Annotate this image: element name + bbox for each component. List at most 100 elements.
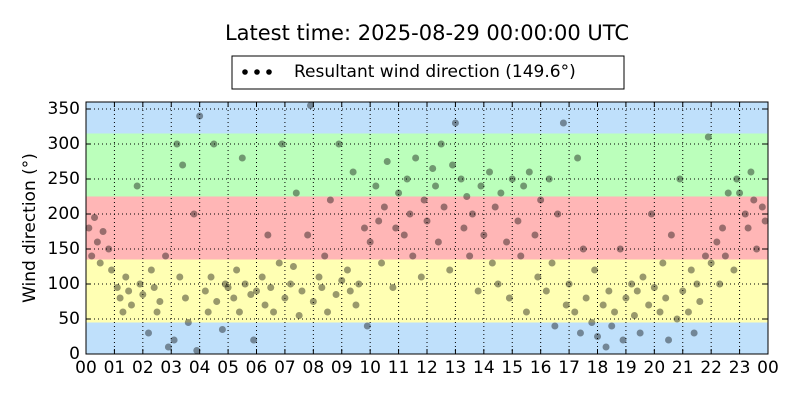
data-point [639, 273, 647, 281]
data-point [662, 294, 670, 302]
data-point [375, 217, 383, 225]
data-point [744, 224, 752, 232]
x-tick-label: 08 [303, 358, 325, 378]
data-point [267, 284, 275, 291]
data-point [309, 298, 317, 305]
data-point [758, 203, 766, 211]
data-point [139, 291, 147, 298]
data-point [548, 259, 556, 267]
data-point [611, 308, 619, 316]
x-tick-label: 11 [388, 358, 410, 378]
data-point [468, 210, 476, 218]
data-point [645, 301, 653, 309]
data-point [392, 224, 400, 232]
data-point [616, 245, 624, 253]
data-point [147, 266, 155, 274]
data-point [184, 319, 192, 326]
data-point [204, 308, 212, 316]
data-point [156, 298, 164, 305]
data-point [747, 168, 755, 176]
data-point [750, 196, 758, 204]
data-point [343, 266, 351, 274]
data-point [326, 196, 334, 204]
data-point [403, 175, 411, 183]
data-point [247, 291, 255, 298]
y-tick-label: 350 [48, 99, 80, 119]
data-point [693, 280, 701, 288]
data-point [659, 259, 667, 267]
x-tick-label: 09 [331, 358, 353, 378]
data-point [315, 273, 323, 281]
legend-label: Resultant wind direction (149.6°) [294, 62, 576, 82]
x-tick-label: 15 [501, 358, 523, 378]
data-point [579, 245, 587, 253]
data-point [480, 231, 488, 239]
data-point [406, 210, 414, 218]
x-tick-label: 03 [160, 358, 182, 378]
data-point [673, 315, 681, 323]
data-point [93, 238, 101, 246]
data-point [210, 140, 218, 148]
points [85, 102, 769, 354]
data-point [537, 196, 545, 204]
data-point [125, 287, 133, 295]
x-tick-label: 22 [700, 358, 722, 378]
data-point [108, 266, 116, 274]
data-point [434, 238, 442, 246]
data-point [676, 175, 684, 183]
data-point [733, 175, 741, 183]
x-tick-label: 04 [189, 358, 211, 378]
data-point [559, 119, 567, 127]
data-point [582, 294, 590, 302]
x-tick-label: 01 [104, 358, 126, 378]
x-tick-label: 06 [246, 358, 268, 378]
data-point [116, 294, 124, 302]
x-tick-label: 14 [473, 358, 495, 378]
data-point [594, 333, 601, 340]
data-point [400, 231, 408, 239]
data-point [122, 273, 130, 281]
data-point [332, 291, 340, 298]
data-point [633, 287, 641, 295]
data-point [380, 203, 388, 211]
data-point [378, 259, 386, 267]
data-point [687, 266, 695, 274]
data-point [270, 308, 278, 316]
data-point [349, 168, 357, 176]
data-point [201, 287, 209, 295]
x-tick-label: 17 [558, 358, 580, 378]
data-point [622, 294, 630, 302]
data-point [724, 189, 732, 197]
axes: 0 50 100 150 200 250 300 350 00 01 02 03 04 05 06 07 08 0… [48, 99, 779, 378]
data-point [517, 252, 525, 260]
data-point [486, 168, 494, 176]
data-point [477, 182, 485, 190]
data-point [190, 210, 198, 218]
data-point [230, 294, 238, 302]
data-point [437, 140, 445, 148]
data-point [338, 277, 346, 284]
data-point [508, 175, 516, 183]
chart-title: Latest time: 2025-08-29 00:00:00 UTC [225, 21, 629, 45]
data-point [145, 329, 153, 337]
data-point [446, 266, 454, 274]
data-point [451, 119, 459, 127]
data-point [150, 284, 158, 291]
bands [86, 102, 768, 354]
data-point [235, 308, 243, 316]
data-point [324, 308, 332, 316]
data-point [562, 301, 570, 309]
legend-marker [254, 69, 260, 75]
data-point [153, 308, 161, 316]
data-point [360, 224, 368, 232]
x-tick-label: 05 [217, 358, 239, 378]
data-point [531, 231, 539, 239]
legend-marker [242, 69, 248, 75]
data-point [457, 175, 465, 183]
x-tick-label: 10 [359, 358, 381, 378]
data-point [91, 214, 99, 221]
data-point [684, 308, 692, 316]
data-point [463, 193, 471, 200]
data-point [162, 252, 170, 260]
data-point [522, 308, 530, 316]
